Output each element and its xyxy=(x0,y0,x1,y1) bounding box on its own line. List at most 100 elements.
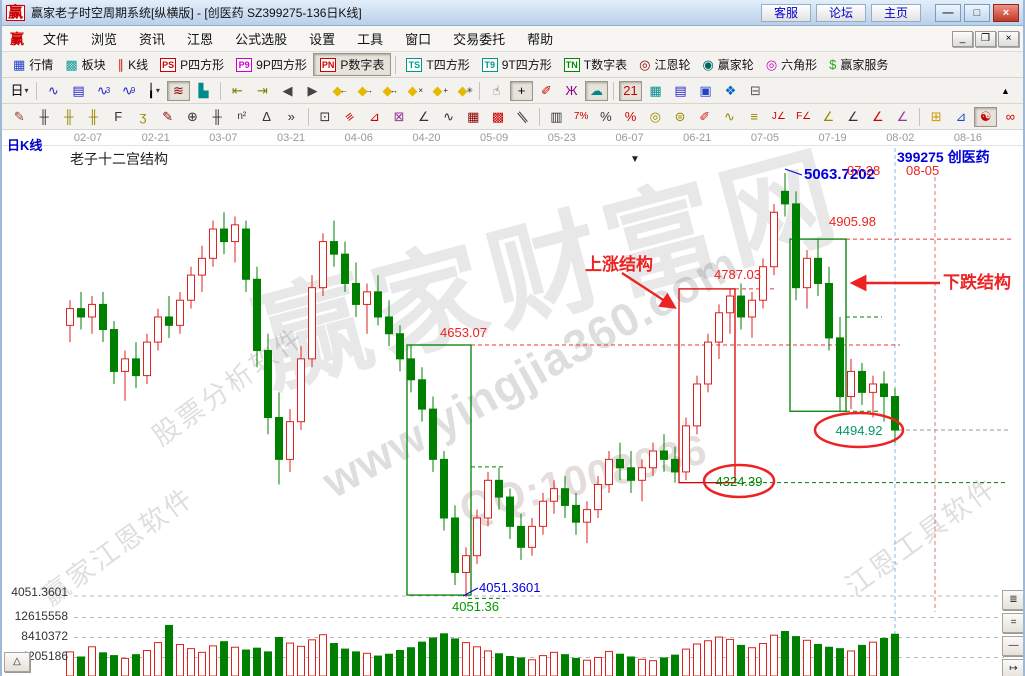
more-tools-chevron[interactable]: » xyxy=(287,108,295,124)
close-button[interactable]: × xyxy=(993,4,1019,22)
f-fence-icon[interactable]: F xyxy=(114,108,123,124)
circle-grid-icon[interactable]: ⊕ xyxy=(186,108,198,124)
dense-grid-icon[interactable]: ▦ xyxy=(467,108,480,124)
wave-9-icon[interactable]: ∿ 9 xyxy=(121,82,136,98)
diamond-zoom-all-icon[interactable]: ◆ ✳ xyxy=(457,82,474,98)
boxed-fan-icon[interactable]: ⊿ xyxy=(368,108,380,124)
volume-collapse-button[interactable]: △ xyxy=(4,652,30,672)
winner-wheel-button[interactable]: ◉ 赢家轮 xyxy=(696,54,759,75)
slant-lines-icon[interactable]: ∥ xyxy=(515,108,530,124)
menu-help[interactable]: 帮助 xyxy=(527,32,554,47)
menu-trade-order[interactable]: 交易委托 xyxy=(453,32,506,47)
taiji-icon[interactable]: ☯ xyxy=(974,106,998,127)
menu-browse[interactable]: 浏览 xyxy=(91,32,118,47)
percent-icon[interactable]: % xyxy=(600,108,612,124)
gold-fence-icon[interactable]: ╫ xyxy=(64,108,74,124)
quotes-button[interactable]: ▦ 行情 xyxy=(7,54,59,75)
prev-bar-icon[interactable]: ◀ xyxy=(282,82,293,98)
flag-pen-icon[interactable]: ✐ xyxy=(699,108,711,124)
minimize-button[interactable]: — xyxy=(935,4,961,22)
diamond-expand-icon[interactable]: ◆ ↔ xyxy=(382,82,399,98)
angle-lines-icon[interactable]: ∠ xyxy=(418,108,430,124)
p-square-button[interactable]: PS P四方形 xyxy=(154,54,230,75)
color-histogram-icon[interactable]: ▙ xyxy=(198,82,209,98)
diamond-compress-icon[interactable]: ◆ × xyxy=(407,82,424,98)
gold-angle-icon[interactable]: ∠ xyxy=(822,108,835,124)
measure-icon[interactable]: ✐ xyxy=(541,82,552,98)
red-grid-icon[interactable]: ▩ xyxy=(491,108,505,124)
sectors-button[interactable]: ▩ 板块 xyxy=(59,54,111,75)
pen-fence-icon[interactable]: ✎ xyxy=(162,108,174,124)
n2-fence-icon[interactable]: n² xyxy=(237,110,247,122)
menu-news[interactable]: 资讯 xyxy=(139,32,166,47)
overlay-curves-icon[interactable]: ∿ xyxy=(48,82,59,98)
t-square-button[interactable]: TS T四方形 xyxy=(400,54,475,75)
btn-customer-service[interactable]: 客服 xyxy=(760,3,811,22)
volume-scale-button-3[interactable]: — xyxy=(1002,636,1023,656)
gold-wave-icon[interactable]: ∿ xyxy=(724,108,735,124)
brain-analysis-icon[interactable]: ☁ xyxy=(585,80,608,101)
menu-file[interactable]: 文件 xyxy=(43,32,70,47)
doc-minimize-button[interactable]: _ xyxy=(952,30,973,47)
thin-candle-dropdown[interactable]: ╽ xyxy=(142,81,165,101)
link-angle-icon[interactable]: ∠ xyxy=(847,108,859,124)
notes-icon[interactable]: ▤ xyxy=(674,82,687,98)
period-day-dropdown[interactable]: 日 xyxy=(8,81,31,101)
btn-forum[interactable]: 论坛 xyxy=(815,3,866,22)
fractal-tool-icon[interactable]: Ж xyxy=(565,82,578,98)
calendar-icon[interactable]: 21 xyxy=(619,80,642,101)
gann-wheel-button[interactable]: ◎ 江恩轮 xyxy=(633,54,696,75)
diamond-right-icon[interactable]: ◆ → xyxy=(357,82,374,98)
gold-fence-2-icon[interactable]: ╫ xyxy=(88,108,99,124)
toolbar-scroll-up-button[interactable]: ▲ xyxy=(1001,85,1010,96)
doc-close-button[interactable]: × xyxy=(998,30,1019,47)
gold-circle-icon[interactable]: ◎ xyxy=(649,108,661,124)
network-share-icon[interactable]: ❖ xyxy=(724,82,737,98)
save-icon[interactable]: ▣ xyxy=(699,82,712,98)
volume-scale-button-1[interactable]: ≣ xyxy=(1002,590,1023,610)
plain-fence-icon[interactable]: ╫ xyxy=(212,108,222,124)
yellow-grid-icon[interactable]: ⊞ xyxy=(930,108,942,124)
four-angle-icon[interactable]: ∠ xyxy=(896,108,909,124)
pen-tool-icon[interactable]: ✎ xyxy=(13,108,25,124)
hexagon-button[interactable]: ◎ 六角形 xyxy=(760,54,823,75)
infinity-icon[interactable]: ∞ xyxy=(1005,108,1016,124)
menu-tools[interactable]: 工具 xyxy=(357,32,384,47)
gann-box-icon[interactable]: ⊡ xyxy=(319,108,331,124)
f-angle-icon[interactable]: F∠ xyxy=(796,110,812,122)
doc-restore-button[interactable]: ❐ xyxy=(975,30,996,47)
first-bar-icon[interactable]: ⇤ xyxy=(232,82,243,98)
arc-fence-icon[interactable]: ʒ xyxy=(139,108,147,124)
mirror-angle-icon[interactable]: ∆ xyxy=(262,108,271,124)
j-angle-icon[interactable]: J∠ xyxy=(771,110,786,122)
gold-circle-line-icon[interactable]: ⊜ xyxy=(674,108,686,124)
crosshair-icon[interactable]: + xyxy=(510,80,533,101)
win-angle-icon[interactable]: ∠ xyxy=(871,108,884,124)
next-bar-icon[interactable]: ▶ xyxy=(307,82,318,98)
restore-button[interactable]: □ xyxy=(964,4,990,22)
red-fan-icon[interactable]: ≡ xyxy=(341,107,358,125)
menu-settings[interactable]: 设置 xyxy=(309,32,336,47)
p9-square-button[interactable]: P9 9P四方形 xyxy=(230,54,313,75)
winner-service-button[interactable]: $ 赢家服务 xyxy=(823,54,894,75)
gann-curves-icon[interactable]: ≋ xyxy=(167,80,190,101)
ratio-histogram-icon[interactable]: ▥ xyxy=(550,108,563,124)
volume-scale-button-4[interactable]: ↦ xyxy=(1002,659,1023,676)
delivery-truck-icon[interactable]: ⊟ xyxy=(750,82,761,98)
gann-fence-icon[interactable]: ╫ xyxy=(39,108,49,124)
info-doc-icon[interactable]: ▤ xyxy=(72,82,85,98)
t-number-table-button[interactable]: TN T数字表 xyxy=(558,54,633,75)
hand-drag-icon[interactable]: ☝ xyxy=(492,82,501,98)
last-bar-icon[interactable]: ⇥ xyxy=(257,82,268,98)
p-number-table-button[interactable]: PN P数字表 xyxy=(312,53,392,76)
seven-percent-icon[interactable]: 7% xyxy=(573,110,589,122)
gold-level-icon[interactable]: ≡ xyxy=(750,108,758,124)
menu-gann[interactable]: 江恩 xyxy=(187,32,214,47)
btn-homepage[interactable]: 主页 xyxy=(870,3,921,22)
calculator-icon[interactable]: ▦ xyxy=(649,82,662,98)
percent-line-icon[interactable]: % xyxy=(624,108,637,124)
menu-window[interactable]: 窗口 xyxy=(405,32,432,47)
wave-3-icon[interactable]: ∿ 3 xyxy=(96,82,111,98)
trend-chart-icon[interactable]: ⊿ xyxy=(955,108,967,124)
